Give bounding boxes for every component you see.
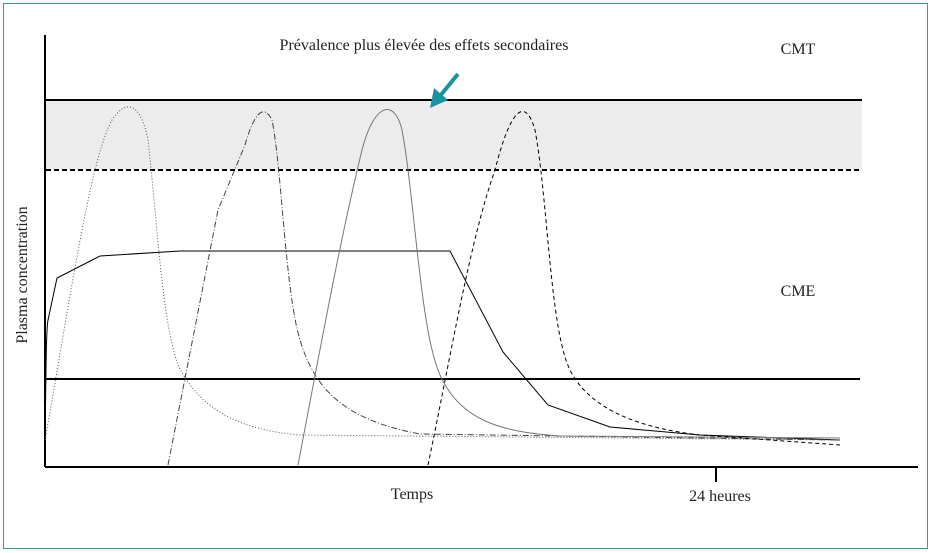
sustained-release-curve — [44, 250, 841, 441]
y-axis-label: Plasma concentration — [14, 206, 31, 343]
side-effect-band — [46, 100, 862, 170]
dose-curve-1 — [44, 106, 841, 441]
dose-curve-3 — [297, 109, 841, 466]
x-tick-label: 24 heures — [689, 488, 751, 505]
annotation: Prévalence plus élevée des effets second… — [280, 37, 569, 54]
arrow-shaft — [438, 72, 460, 98]
dose-curve-4 — [427, 110, 841, 466]
cme-label: CME — [781, 283, 816, 300]
x-axis-label: Temps — [391, 486, 433, 503]
cmt-label: CMT — [781, 41, 816, 58]
dose-curve-2 — [167, 111, 841, 466]
arrow-head — [430, 88, 448, 108]
frame — [3, 3, 928, 549]
